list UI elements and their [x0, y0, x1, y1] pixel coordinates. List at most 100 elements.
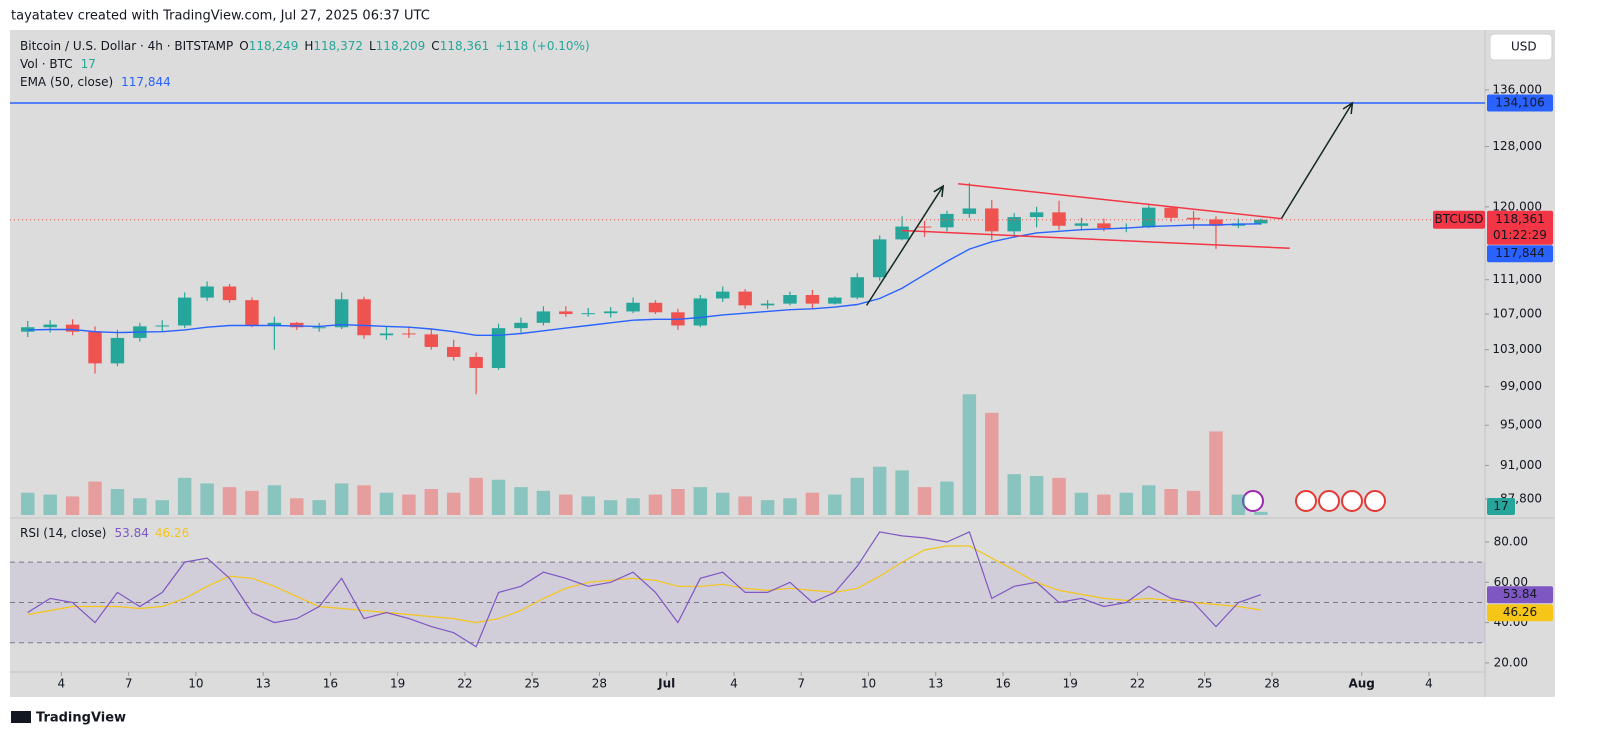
icon[interactable]	[1318, 490, 1340, 512]
volume-bar	[245, 490, 259, 515]
candle-body	[1254, 219, 1268, 224]
volume-bar	[155, 500, 169, 515]
candle-body	[1186, 217, 1201, 220]
y-tick-label: 120,000	[1492, 199, 1542, 213]
candle-body	[940, 213, 954, 228]
volume-bar	[379, 492, 394, 515]
rsi-label-box	[1487, 586, 1553, 604]
volume-bar	[648, 494, 663, 515]
volume-bar	[469, 477, 483, 515]
currency-button[interactable]	[1489, 33, 1553, 61]
y-tick-label: 95,000	[1500, 418, 1542, 432]
volume-bar	[424, 489, 439, 515]
candle-body	[334, 299, 349, 328]
candle-body	[88, 331, 102, 364]
volume-bar	[1254, 511, 1268, 515]
candle-body	[962, 208, 977, 214]
candle-body	[65, 324, 80, 332]
x-tick-label: 22	[457, 677, 472, 691]
x-tick-label: 4	[58, 677, 66, 691]
candle-body	[43, 324, 57, 328]
volume-bar	[88, 481, 102, 515]
ema-label-box	[1487, 245, 1553, 263]
volume-bar	[850, 477, 864, 515]
rsi-tick-label: 20.00	[1494, 655, 1528, 669]
arrow-head	[1342, 101, 1354, 115]
rsi-ma-line	[27, 545, 1261, 624]
rsi-label: 53.84	[1503, 587, 1537, 601]
ticker-label: BTCUSD	[1435, 212, 1484, 226]
x-tick-label: 28	[592, 677, 607, 691]
x-tick-label: 28	[1264, 677, 1279, 691]
volume-bar	[536, 490, 551, 515]
countdown: 01:22:29	[1493, 228, 1547, 242]
volume-bar	[985, 412, 999, 515]
volume-bar	[312, 500, 326, 515]
candle-body	[581, 313, 595, 315]
candle-body	[1052, 212, 1066, 226]
volume-bar	[1119, 492, 1134, 515]
candle-body	[738, 291, 752, 306]
volume-bar	[177, 477, 192, 515]
volume-bar	[1074, 492, 1089, 515]
x-tick-label: 16	[995, 677, 1010, 691]
volume-bar	[200, 483, 214, 515]
rsi-tick-label: 60.00	[1494, 575, 1528, 589]
candle-body	[1097, 223, 1111, 229]
candle-body	[357, 299, 371, 336]
ohlc-key: O	[239, 39, 248, 53]
candle-body	[177, 297, 192, 326]
volume-bar	[1231, 494, 1246, 515]
rsi-ma-label-box	[1487, 604, 1553, 622]
volume-bar	[805, 492, 820, 515]
currency[interactable]: USD	[1511, 40, 1537, 54]
y-tick-label: 107,000	[1492, 307, 1542, 321]
volume-bar	[1164, 489, 1178, 515]
candle-body	[626, 302, 640, 312]
x-tick-label: 10	[188, 677, 203, 691]
target-label: 134,106	[1495, 96, 1545, 110]
volume-bar	[1209, 431, 1223, 515]
x-tick-label: 13	[928, 677, 943, 691]
icon[interactable]	[1295, 490, 1317, 512]
y-tick-label: 136,000	[1492, 82, 1542, 96]
candle-body	[828, 297, 842, 304]
volume-bar	[716, 492, 730, 515]
ohlc-value: 118,209	[376, 39, 426, 53]
candle-body	[1074, 223, 1089, 226]
icon[interactable]	[1242, 490, 1264, 512]
icon[interactable]	[1341, 490, 1363, 512]
candle-body	[446, 346, 461, 357]
attribution: tayatatev created with TradingView.com, …	[11, 9, 430, 24]
volume-bar	[1029, 476, 1044, 515]
icon[interactable]	[1364, 490, 1386, 512]
volume-bar	[828, 494, 842, 515]
volume-bar	[1052, 477, 1066, 515]
y-tick-label: 99,000	[1500, 379, 1542, 393]
candle-body	[917, 226, 932, 228]
volume-bar	[1186, 490, 1201, 515]
candle-body	[850, 277, 864, 298]
candle-body	[536, 311, 551, 323]
candle-body	[760, 303, 775, 306]
volume-bar	[693, 487, 708, 515]
volume-badge-label: 17	[1493, 499, 1508, 513]
ema-line	[27, 223, 1261, 336]
target-label-box	[1487, 94, 1553, 112]
plot-background	[10, 30, 1485, 697]
x-tick-label: 10	[861, 677, 876, 691]
x-tick-label: 4	[1425, 677, 1433, 691]
volume-bar	[1141, 485, 1156, 515]
x-tick-label: 16	[323, 677, 338, 691]
candle-body	[514, 322, 528, 329]
volume-bar	[514, 487, 528, 515]
ohlc-value: 118,372	[313, 39, 363, 53]
change: +118 (+0.10%)	[495, 39, 589, 53]
volume-bar	[357, 485, 371, 515]
volume-bar	[626, 498, 640, 515]
ema-name: EMA (50, close)	[20, 75, 113, 89]
volume-bar	[962, 394, 977, 515]
candle-body	[1029, 212, 1044, 218]
volume-bar	[446, 492, 461, 515]
